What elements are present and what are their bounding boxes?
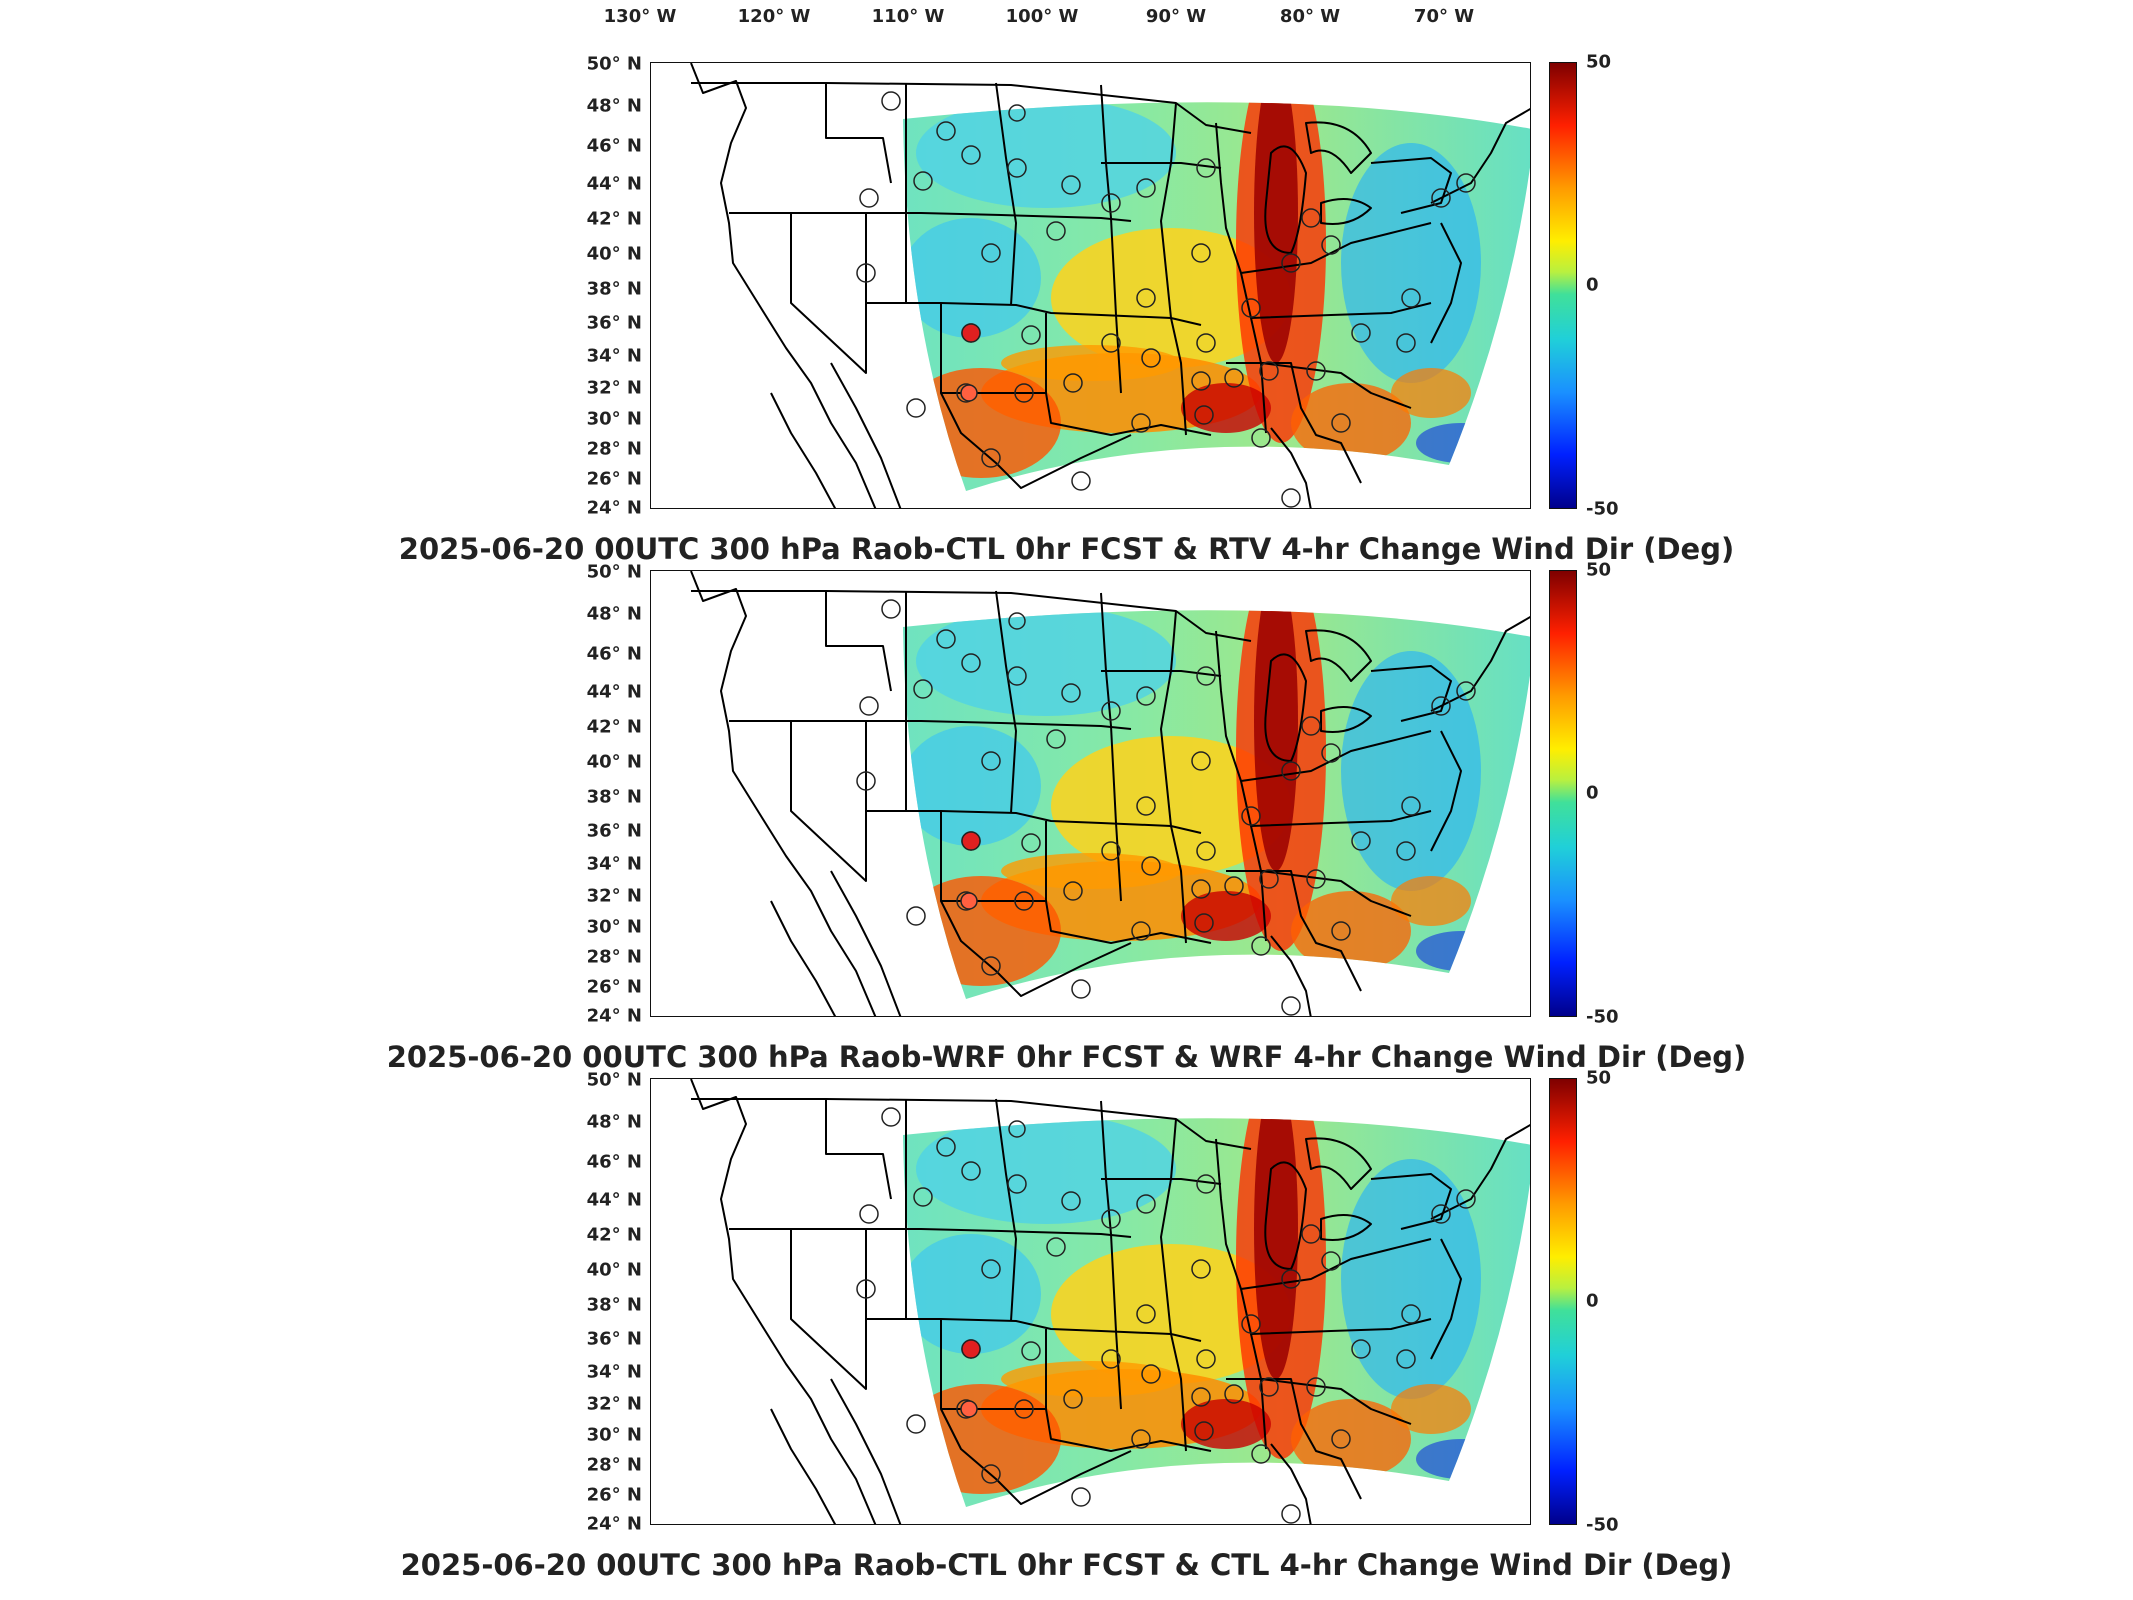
colorbar-min-label: -50: [1586, 1006, 1619, 1028]
colorbar-min-label: -50: [1586, 498, 1619, 520]
lat-label: 48° N: [586, 95, 642, 117]
colorbar-mid-label: 0: [1586, 1290, 1599, 1312]
lat-label: 50° N: [586, 561, 642, 583]
lat-label: 24° N: [586, 1513, 642, 1535]
lat-label: 32° N: [586, 377, 642, 399]
lat-label: 50° N: [586, 53, 642, 75]
map-frame: [650, 570, 1531, 1017]
lat-label: 44° N: [586, 173, 642, 195]
colorbar-max-label: 50: [1586, 1067, 1612, 1089]
colorbar-mid-label: 0: [1586, 782, 1599, 804]
lat-label: 32° N: [586, 1393, 642, 1415]
lon-label: 120° W: [737, 6, 811, 27]
lon-label: 80° W: [1279, 6, 1341, 27]
lat-label: 32° N: [586, 885, 642, 907]
panel-title: 2025-06-20 00UTC 300 hPa Raob-CTL 0hr FC…: [398, 532, 1735, 566]
lat-label: 26° N: [586, 468, 642, 490]
lat-label: 46° N: [586, 1151, 642, 1173]
colorbar: [1549, 62, 1577, 509]
lat-label: 42° N: [586, 1224, 642, 1246]
map-panel-ctl: 50° N 48° N 46° N 44° N 42° N 40° N 38° …: [0, 1068, 2133, 1588]
lat-label: 44° N: [586, 681, 642, 703]
lat-label: 38° N: [586, 786, 642, 808]
panel-title: 2025-06-20 00UTC 300 hPa Raob-CTL 0hr FC…: [400, 1548, 1733, 1582]
lat-label: 24° N: [586, 497, 642, 519]
lat-label: 34° N: [586, 853, 642, 875]
wind-direction-map: [651, 571, 1531, 1017]
lat-label: 36° N: [586, 312, 642, 334]
lat-label: 38° N: [586, 278, 642, 300]
map-panel-wrf: 50° N 48° N 46° N 44° N 42° N 40° N 38° …: [0, 560, 2133, 1080]
lat-label: 44° N: [586, 1189, 642, 1211]
lon-label: 110° W: [871, 6, 945, 27]
lat-label: 36° N: [586, 820, 642, 842]
lat-label: 30° N: [586, 408, 642, 430]
map-panel-rtv: 50° N 48° N 46° N 44° N 42° N 40° N 38° …: [0, 52, 2133, 572]
colorbar-min-label: -50: [1586, 1514, 1619, 1536]
lat-label: 48° N: [586, 1111, 642, 1133]
colorbar-max-label: 50: [1586, 51, 1612, 73]
lat-label: 28° N: [586, 1454, 642, 1476]
panel-title: 2025-06-20 00UTC 300 hPa Raob-WRF 0hr FC…: [386, 1040, 1747, 1074]
colorbar: [1549, 1078, 1577, 1525]
lat-label: 46° N: [586, 135, 642, 157]
map-frame: [650, 1078, 1531, 1525]
lat-label: 40° N: [586, 751, 642, 773]
wind-direction-map: [651, 63, 1531, 509]
lat-label: 42° N: [586, 716, 642, 738]
lat-label: 40° N: [586, 1259, 642, 1281]
lat-label: 34° N: [586, 345, 642, 367]
lat-label: 36° N: [586, 1328, 642, 1350]
map-frame: [650, 62, 1531, 509]
lat-label: 30° N: [586, 916, 642, 938]
colorbar-max-label: 50: [1586, 559, 1612, 581]
lon-label: 90° W: [1145, 6, 1207, 27]
lat-label: 26° N: [586, 1484, 642, 1506]
lat-label: 28° N: [586, 946, 642, 968]
lat-label: 24° N: [586, 1005, 642, 1027]
lon-label: 130° W: [603, 6, 677, 27]
lat-label: 30° N: [586, 1424, 642, 1446]
lat-label: 38° N: [586, 1294, 642, 1316]
lat-label: 34° N: [586, 1361, 642, 1383]
lat-label: 50° N: [586, 1069, 642, 1091]
lat-label: 42° N: [586, 208, 642, 230]
lon-label: 70° W: [1413, 6, 1475, 27]
lat-label: 48° N: [586, 603, 642, 625]
longitude-axis: 130° W 120° W 110° W 100° W 90° W 80° W …: [0, 6, 2133, 36]
lat-label: 28° N: [586, 438, 642, 460]
lat-label: 46° N: [586, 643, 642, 665]
wind-direction-map: [651, 1079, 1531, 1525]
lat-label: 26° N: [586, 976, 642, 998]
colorbar-mid-label: 0: [1586, 274, 1599, 296]
lon-label: 100° W: [1005, 6, 1079, 27]
lat-label: 40° N: [586, 243, 642, 265]
colorbar: [1549, 570, 1577, 1017]
